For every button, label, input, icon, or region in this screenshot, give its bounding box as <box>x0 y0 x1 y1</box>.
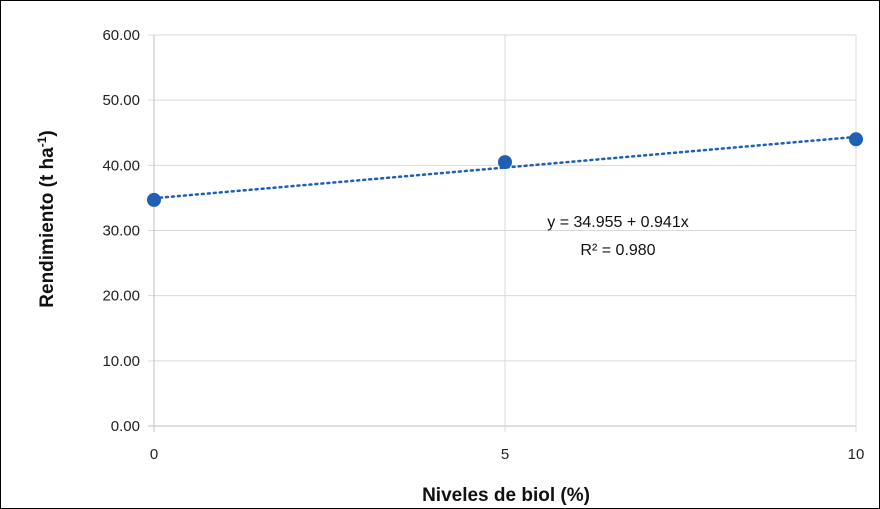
y-axis-title-superscript: -1 <box>35 136 49 147</box>
data-points <box>147 132 863 207</box>
y-tick-label: 50.00 <box>102 92 140 109</box>
x-axis-title: Niveles de biol (%) <box>422 485 590 506</box>
vertical-gridlines <box>153 35 857 432</box>
y-tick-label: 0.00 <box>111 418 140 435</box>
data-point <box>147 192 161 207</box>
y-tick-label: 30.00 <box>102 223 140 240</box>
y-tick-labels: 0.00 10.00 20.00 30.00 40.00 50.00 60.00 <box>102 27 140 435</box>
x-tick-label: 5 <box>501 446 509 463</box>
y-axis-title-main: Rendimiento (t ha <box>37 147 58 308</box>
y-tick-label: 60.00 <box>102 27 140 44</box>
x-tick-label: 0 <box>150 446 158 463</box>
equation-label: y = 34.955 + 0.941x <box>547 214 688 231</box>
x-tick-label: 10 <box>848 446 865 463</box>
r-squared-label: R² = 0.980 <box>580 242 655 259</box>
data-point <box>498 155 512 170</box>
y-axis-title: Rendimiento (t ha-1) <box>35 130 58 307</box>
y-axis-title-group: Rendimiento (t ha-1) <box>35 130 58 307</box>
y-tick-label: 10.00 <box>102 353 140 370</box>
y-tick-label: 20.00 <box>102 288 140 305</box>
y-tick-label: 40.00 <box>102 157 140 174</box>
trendline <box>152 135 858 200</box>
x-tick-labels: 0 5 10 <box>150 446 865 463</box>
horizontal-gridlines <box>148 34 856 427</box>
y-axis-title-end: ) <box>37 130 58 136</box>
data-point <box>849 132 863 147</box>
